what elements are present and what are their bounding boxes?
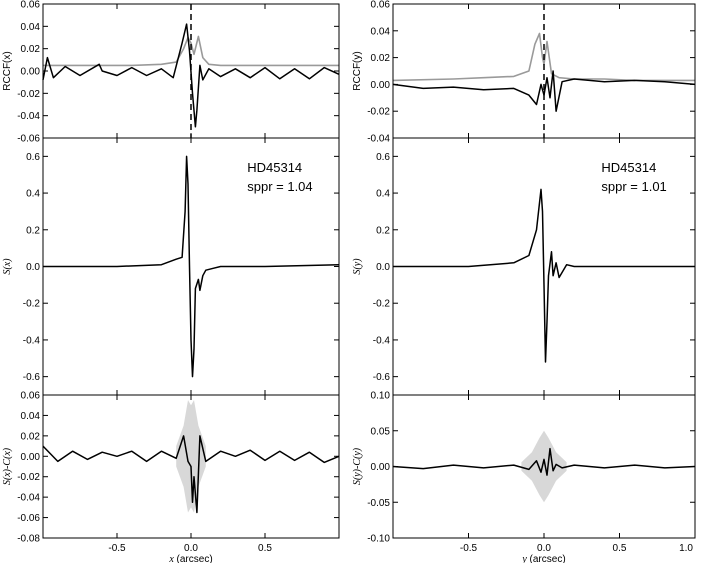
y-tick-label: 0.02	[21, 44, 41, 55]
y-tick-label: 0.00	[371, 462, 391, 473]
y-tick-label: -0.04	[367, 134, 390, 145]
uncertainty-band	[521, 430, 567, 503]
y-tick-label: -0.6	[23, 372, 41, 383]
y-tick-label: 0.00	[21, 67, 41, 78]
y-tick-label: -0.05	[367, 498, 390, 509]
y-tick-label: 0.00	[21, 452, 41, 463]
y-tick-label: 0.04	[21, 22, 41, 33]
y-tick-label: -0.08	[17, 534, 40, 545]
y-axis-label: S(x)-C(x)	[2, 447, 13, 485]
series-line-1	[392, 70, 696, 112]
x-axis-var: y	[521, 554, 527, 563]
uncertainty-band	[176, 400, 206, 513]
series-line-0	[42, 435, 340, 514]
y-tick-label: -0.02	[17, 472, 40, 483]
x-tick-label: -0.5	[108, 543, 126, 554]
series-line-0	[392, 447, 696, 476]
x-tick-label: 0.5	[258, 543, 272, 554]
y-tick-label: 0.0	[26, 262, 40, 273]
y-tick-label: 0.06	[371, 0, 391, 11]
y-tick-label: 0.2	[376, 225, 390, 236]
panel-top-right: 0.06 0.04 0.02 0.00 -0.02 -0.04 RCCF(y)	[352, 0, 696, 145]
y-tick-label: -0.04	[17, 493, 40, 504]
x-tick-label: -0.5	[460, 543, 478, 554]
y-tick-label: -0.06	[17, 134, 40, 145]
y-tick-label: 0.02	[21, 431, 41, 442]
series-line-0	[393, 188, 695, 363]
x-tick-label: 1.0	[679, 543, 693, 554]
x-axis-label: y (arcsec)	[521, 554, 565, 563]
x-tick-label: 0.5	[613, 543, 627, 554]
y-tick-label: -0.02	[367, 107, 390, 118]
y-axis-label: S(y)-C(y)	[352, 447, 363, 485]
annotation-line: HD45314	[247, 160, 302, 175]
y-axis-label: RCCF(y)	[352, 51, 363, 90]
y-tick-label: 0.04	[371, 26, 391, 37]
x-axis-label: x (arcsec)	[168, 554, 212, 563]
y-tick-label: 0.0	[376, 262, 390, 273]
series-line-0	[43, 155, 340, 378]
y-tick-label: 0.05	[371, 426, 391, 437]
y-tick-label: -0.10	[367, 534, 390, 545]
x-tick-label: 0.0	[537, 543, 551, 554]
y-tick-label: -0.04	[17, 111, 40, 122]
y-tick-label: 0.04	[21, 411, 41, 422]
y-tick-label: 0.06	[21, 0, 41, 11]
y-tick-label: -0.2	[373, 299, 391, 310]
y-tick-label: 0.2	[26, 225, 40, 236]
x-axis-unit: (arcsec)	[527, 554, 566, 563]
y-tick-label: 0.4	[26, 189, 40, 200]
panel-top-left: 0.06 0.04 0.02 0.00 -0.02 -0.04 -0.06 RCCF(x)	[2, 0, 340, 145]
series-line-0	[43, 35, 339, 67]
y-axis-label: S(x)	[2, 258, 13, 275]
annotation-line: sppr = 1.01	[601, 179, 666, 194]
x-axis-var: x	[168, 554, 174, 563]
panel-bottom-right: 0.10 0.05 0.00 -0.05 -0.10 -0.5 0.0 0.5 1.0 y (ar…	[352, 391, 696, 563]
series-line-1	[42, 23, 340, 128]
panel-middle-left: 0.6 0.4 0.2 0.0 -0.2 -0.4 -0.6 S(x) HD45314 sppr …	[2, 137, 340, 396]
series-line-0	[392, 32, 695, 82]
y-tick-label: 0.6	[376, 152, 390, 163]
x-axis-unit: (arcsec)	[174, 554, 213, 563]
panel-middle-right: 0.6 0.4 0.2 0.0 -0.2 -0.4 -0.6 S(y) HD45314 sppr …	[352, 137, 696, 396]
y-tick-label: -0.6	[373, 372, 391, 383]
panel-bottom-left: 0.06 0.04 0.02 0.00 -0.02 -0.04 -0.06 -0.08 -0.5…	[2, 391, 340, 563]
y-axis-label: RCCF(x)	[2, 51, 13, 90]
y-tick-label: 0.4	[376, 189, 390, 200]
y-tick-label: 0.00	[371, 80, 391, 91]
y-tick-label: -0.4	[23, 335, 41, 346]
x-tick-label: 0.0	[184, 543, 198, 554]
y-axis-label: S(y)	[352, 258, 363, 275]
y-tick-label: -0.2	[23, 299, 41, 310]
annotation-line: sppr = 1.04	[247, 179, 312, 194]
y-tick-label: 0.02	[371, 53, 391, 64]
y-tick-label: -0.02	[17, 89, 40, 100]
y-tick-label: 0.6	[26, 152, 40, 163]
y-tick-label: -0.4	[373, 335, 391, 346]
y-tick-label: -0.06	[17, 513, 40, 524]
y-tick-label: 0.06	[21, 391, 41, 402]
y-tick-label: 0.10	[371, 391, 391, 402]
annotation-line: HD45314	[601, 160, 656, 175]
